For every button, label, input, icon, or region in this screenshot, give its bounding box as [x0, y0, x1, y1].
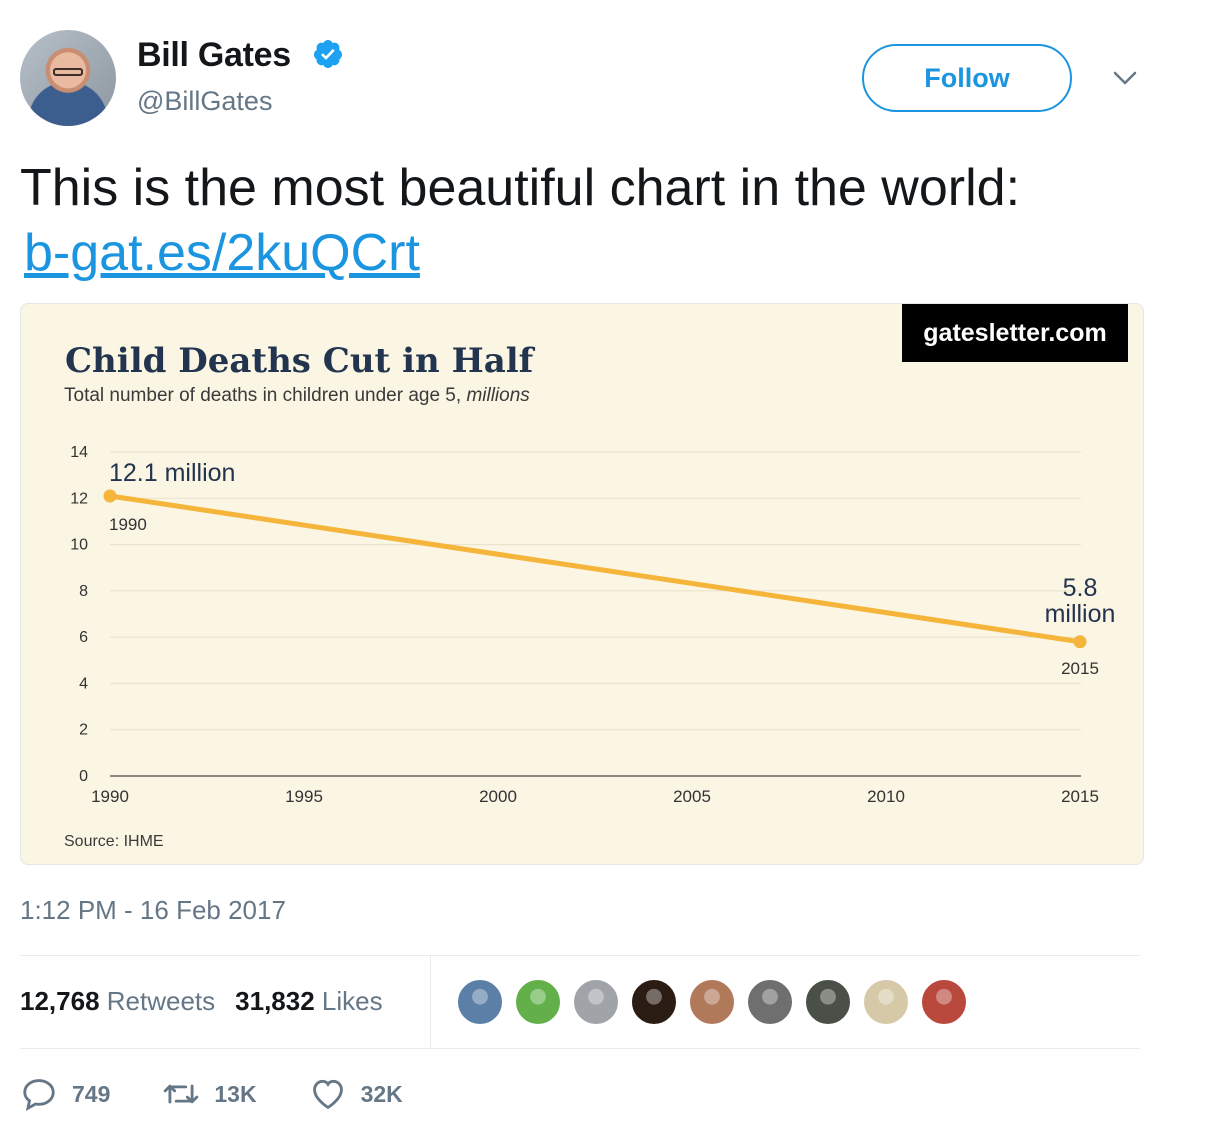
liker-avatar[interactable] — [456, 978, 504, 1026]
liker-avatar[interactable] — [920, 978, 968, 1026]
gatesletter-badge[interactable]: gatesletter.com — [902, 304, 1128, 362]
like-count: 32K — [360, 1080, 403, 1107]
liker-avatars — [456, 978, 968, 1026]
author-handle[interactable]: @BillGates — [137, 86, 273, 116]
annotation-label: million — [1045, 600, 1116, 628]
reply-icon — [23, 1079, 55, 1112]
annotation-year: 2015 — [1061, 659, 1099, 678]
x-tick-label: 2005 — [673, 787, 711, 806]
likes-count: 31,832 — [235, 986, 315, 1016]
x-tick-label: 1995 — [285, 787, 323, 806]
liker-avatar[interactable] — [862, 978, 910, 1026]
liker-avatar[interactable] — [688, 978, 736, 1026]
likes-label: Likes — [321, 986, 383, 1016]
data-point — [1073, 635, 1087, 649]
stats-separator — [430, 956, 431, 1048]
chart: Child Deaths Cut in Half Total number of… — [64, 341, 1115, 850]
reply-count: 749 — [72, 1080, 111, 1107]
reply-button[interactable]: 749 — [20, 1075, 110, 1113]
chart-subtitle: Total number of deaths in children under… — [64, 385, 530, 406]
x-tick-label: 2000 — [479, 787, 517, 806]
y-tick-label: 10 — [70, 537, 88, 554]
retweets-count: 12,768 — [20, 986, 100, 1016]
likes-stat[interactable]: 31,832 Likes — [235, 986, 382, 1017]
y-tick-label: 4 — [79, 675, 88, 692]
chevron-down-icon[interactable] — [1110, 66, 1140, 90]
tweet-stats: 12,768 Retweets 31,832 Likes — [20, 986, 383, 1017]
y-tick-label: 6 — [79, 629, 88, 646]
liker-avatar[interactable] — [746, 978, 794, 1026]
retweet-button[interactable]: 13K — [162, 1075, 257, 1113]
author-avatar[interactable] — [20, 30, 116, 126]
chart-series — [103, 489, 1087, 649]
data-point — [103, 489, 117, 503]
tweet-text: This is the most beautiful chart in the … — [20, 159, 1021, 217]
annotation-label: 5.8 — [1063, 574, 1098, 602]
avatar-glasses — [53, 68, 83, 76]
y-tick-label: 0 — [79, 768, 88, 785]
heart-icon — [312, 1079, 343, 1110]
x-axis: 1990 1995 2000 2005 2010 2015 — [91, 787, 1099, 806]
y-tick-label: 8 — [79, 583, 88, 600]
author-name[interactable]: Bill Gates — [137, 36, 291, 74]
verified-badge-icon — [313, 40, 342, 68]
retweets-stat[interactable]: 12,768 Retweets — [20, 986, 215, 1017]
y-tick-label: 14 — [70, 444, 88, 461]
annotation-label: 12.1 million — [109, 459, 235, 487]
liker-avatar[interactable] — [804, 978, 852, 1026]
retweet-icon — [164, 1084, 199, 1104]
annotation-year: 1990 — [109, 515, 147, 534]
tweet-timestamp[interactable]: 1:12 PM - 16 Feb 2017 — [20, 895, 286, 925]
chart-source: Source: IHME — [64, 833, 164, 850]
x-tick-label: 2010 — [867, 787, 905, 806]
chart-card[interactable]: Child Deaths Cut in Half Total number of… — [20, 303, 1144, 865]
x-tick-label: 1990 — [91, 787, 129, 806]
y-axis: 0 2 4 6 8 10 12 14 — [70, 444, 88, 785]
tweet-link[interactable]: b-gat.es/2kuQCrt — [24, 224, 420, 282]
liker-avatar[interactable] — [514, 978, 562, 1026]
like-button[interactable]: 32K — [309, 1075, 403, 1113]
series-line — [107, 493, 1083, 645]
tweet-actions: 749 13K 32K — [20, 1070, 455, 1118]
liker-avatar[interactable] — [572, 978, 620, 1026]
chart-title: Child Deaths Cut in Half — [65, 341, 536, 381]
retweet-count: 13K — [214, 1080, 257, 1107]
stats-divider-top — [20, 955, 1140, 956]
y-tick-label: 12 — [70, 490, 88, 507]
y-tick-label: 2 — [79, 722, 88, 739]
follow-button[interactable]: Follow — [862, 44, 1072, 112]
retweets-label: Retweets — [106, 986, 216, 1016]
liker-avatar[interactable] — [630, 978, 678, 1026]
stats-divider-bottom — [20, 1048, 1140, 1049]
x-tick-label: 2015 — [1061, 787, 1099, 806]
chart-grid — [110, 451, 1081, 777]
